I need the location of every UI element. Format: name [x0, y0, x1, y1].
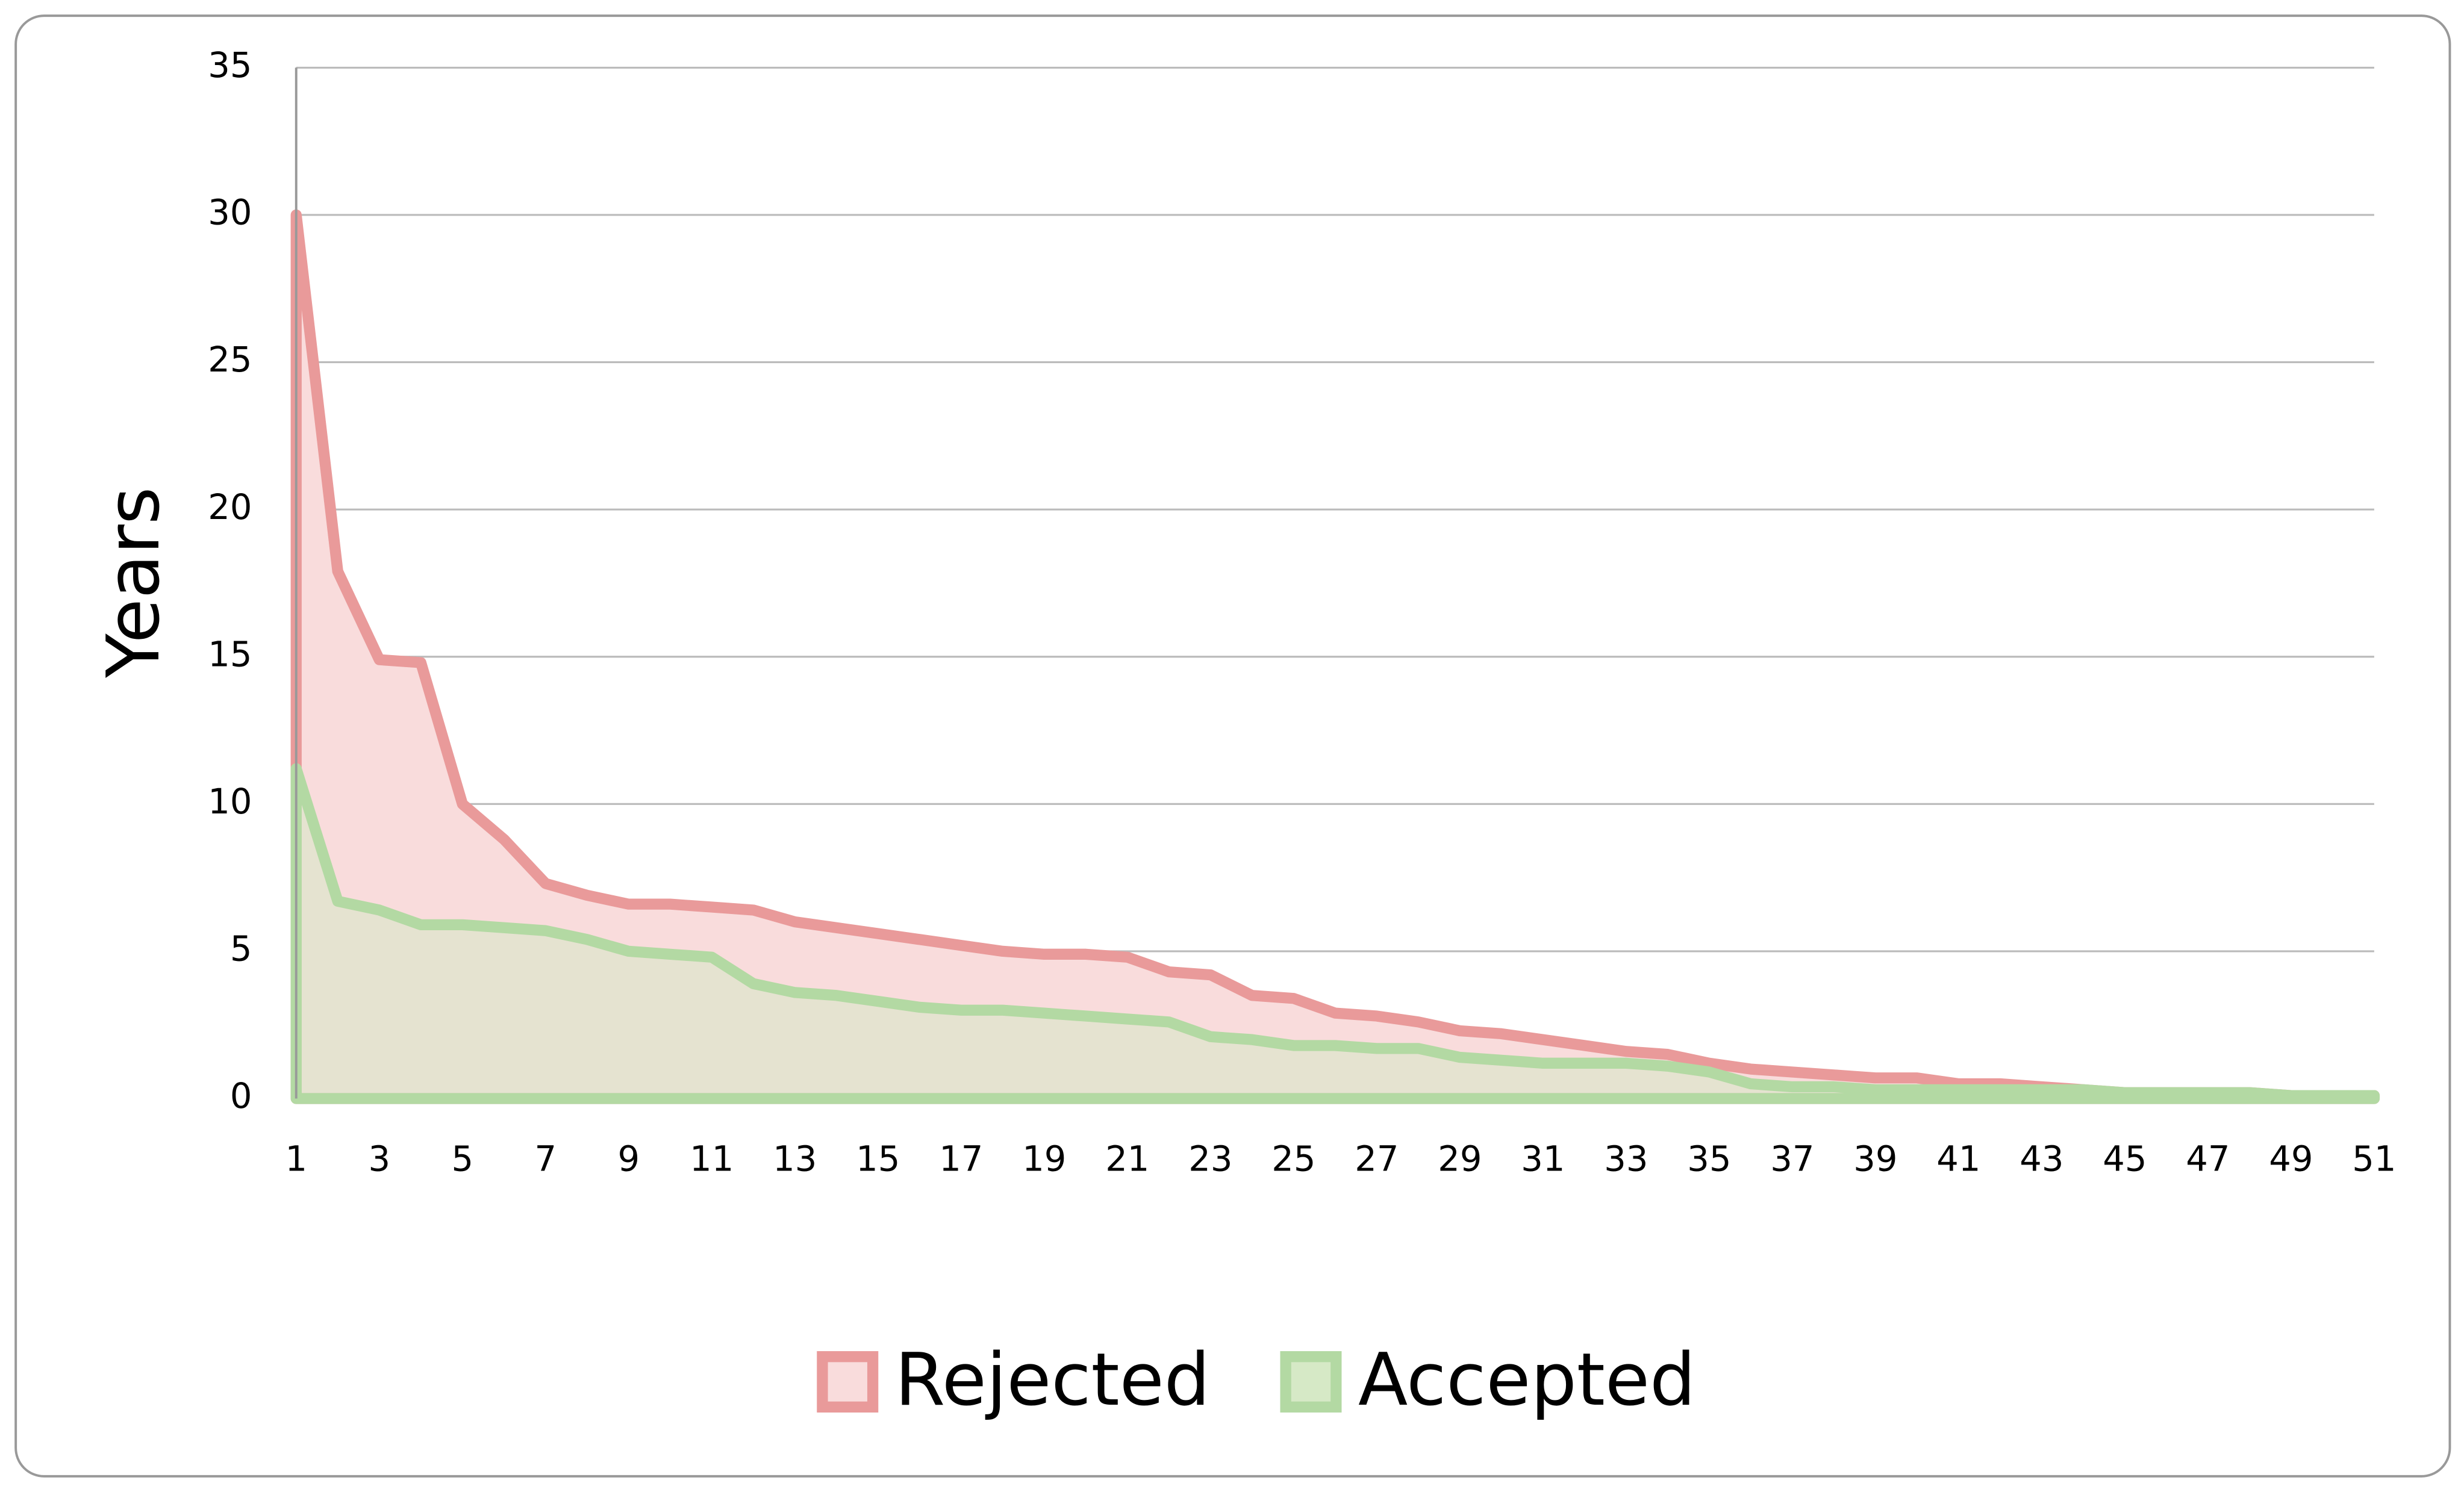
x-tick-label: 7: [534, 1139, 557, 1180]
x-tick-label: 49: [2269, 1139, 2313, 1180]
x-tick-label: 35: [1687, 1139, 1731, 1180]
y-tick-label: 15: [208, 634, 252, 674]
y-tick-label: 25: [208, 340, 252, 380]
x-tick-label: 3: [368, 1139, 390, 1180]
x-tick-label: 1: [285, 1139, 307, 1180]
x-tick-label: 27: [1355, 1139, 1399, 1180]
y-tick-label: 30: [208, 193, 252, 233]
x-tick-label: 45: [2103, 1139, 2147, 1180]
x-tick-label: 13: [773, 1139, 817, 1180]
x-tick-label: 9: [617, 1139, 640, 1180]
x-tick-label: 31: [1521, 1139, 1565, 1180]
legend-label: Accepted: [1358, 1338, 1695, 1422]
legend-swatch: [817, 1351, 879, 1413]
y-tick-label: 0: [230, 1076, 252, 1116]
legend-swatch: [1280, 1351, 1342, 1413]
x-tick-label: 17: [939, 1139, 983, 1180]
x-tick-label: 51: [2352, 1139, 2396, 1180]
x-tick-label: 25: [1271, 1139, 1315, 1180]
x-tick-label: 43: [2020, 1139, 2063, 1180]
x-tick-label: 39: [1853, 1139, 1897, 1180]
y-tick-label: 5: [230, 929, 252, 969]
y-tick-label: 20: [208, 487, 252, 527]
x-tick-label: 15: [856, 1139, 900, 1180]
x-tick-label: 47: [2186, 1139, 2230, 1180]
x-tick-label: 33: [1604, 1139, 1648, 1180]
legend-label: Rejected: [895, 1338, 1210, 1422]
x-tick-label: 41: [1936, 1139, 1980, 1180]
x-tick-label: 11: [690, 1139, 734, 1180]
y-axis-title: Years: [92, 487, 176, 679]
x-tick-label: 37: [1770, 1139, 1814, 1180]
y-tick-label: 10: [208, 782, 252, 822]
y-tick-label: 35: [208, 45, 252, 85]
x-tick-label: 21: [1105, 1139, 1149, 1180]
x-tick-label: 19: [1022, 1139, 1066, 1180]
area: [290, 763, 2380, 1104]
x-tick-label: 23: [1188, 1139, 1232, 1180]
chart-border: [14, 14, 2451, 1478]
x-tick-label: 5: [451, 1139, 473, 1180]
x-tick-label: 29: [1438, 1139, 1482, 1180]
